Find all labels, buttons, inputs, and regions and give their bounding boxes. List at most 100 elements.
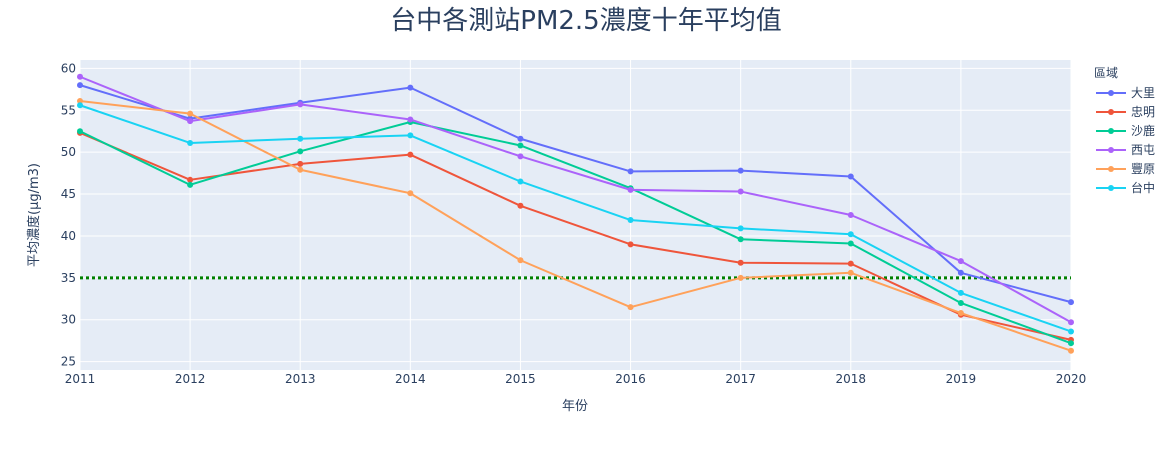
legend-marker [1108, 109, 1114, 115]
legend-item[interactable]: 台中 [1096, 180, 1155, 195]
x-tick-label: 2012 [175, 372, 206, 386]
data-point[interactable] [737, 274, 744, 281]
data-point[interactable] [1068, 299, 1074, 306]
data-point[interactable] [957, 310, 964, 317]
data-point[interactable] [407, 132, 414, 139]
legend-label: 豐原 [1131, 162, 1155, 176]
data-point[interactable] [847, 240, 854, 247]
legend-label: 忠明 [1131, 105, 1155, 119]
data-point[interactable] [1068, 340, 1074, 347]
data-point[interactable] [517, 202, 524, 209]
data-point[interactable] [77, 128, 83, 135]
data-point[interactable] [957, 269, 964, 276]
data-point[interactable] [957, 299, 964, 306]
data-point[interactable] [407, 116, 414, 123]
legend-item[interactable]: 忠明 [1096, 105, 1155, 119]
x-tick-label: 2019 [946, 372, 977, 386]
data-point[interactable] [737, 188, 744, 195]
series-line[interactable] [79, 121, 1072, 345]
data-point[interactable] [407, 84, 414, 91]
legend-marker [1108, 128, 1114, 134]
legend-marker [1108, 185, 1114, 191]
legend-item[interactable]: 西屯 [1096, 143, 1155, 157]
data-point[interactable] [187, 139, 194, 146]
legend-label: 大里 [1131, 86, 1155, 100]
y-tick-label: 55 [61, 103, 76, 117]
data-point[interactable] [847, 269, 854, 276]
legend-label: 台中 [1131, 180, 1155, 195]
data-point[interactable] [297, 101, 304, 108]
y-tick-label: 50 [61, 145, 76, 159]
data-point[interactable] [77, 102, 83, 109]
data-point[interactable] [187, 176, 194, 183]
data-point[interactable] [517, 135, 524, 142]
x-axis-label: 年份 [562, 399, 588, 414]
data-point[interactable] [627, 241, 634, 248]
legend-item[interactable]: 沙鹿 [1096, 123, 1155, 138]
y-tick-label: 60 [61, 61, 76, 75]
data-point[interactable] [737, 259, 744, 266]
data-point[interactable] [187, 118, 194, 125]
y-tick-label: 30 [61, 313, 76, 327]
series-layer [77, 73, 1074, 354]
series-line[interactable] [79, 104, 1072, 333]
legend-item[interactable]: 大里 [1096, 86, 1155, 100]
data-point[interactable] [407, 190, 414, 197]
x-tick-label: 2011 [65, 372, 96, 386]
series-line[interactable] [79, 75, 1072, 324]
data-point[interactable] [627, 186, 634, 193]
data-point[interactable] [407, 151, 414, 158]
y-tick-label: 40 [61, 229, 76, 243]
data-point[interactable] [517, 257, 524, 264]
y-tick-label: 35 [61, 271, 76, 285]
data-point[interactable] [77, 73, 83, 80]
data-point[interactable] [957, 258, 964, 265]
data-point[interactable] [1068, 328, 1074, 335]
data-point[interactable] [847, 231, 854, 238]
series-line[interactable] [79, 84, 1072, 304]
data-point[interactable] [187, 110, 194, 117]
data-point[interactable] [517, 142, 524, 149]
data-point[interactable] [517, 153, 524, 160]
legend-item[interactable]: 豐原 [1096, 162, 1155, 176]
data-point[interactable] [1068, 319, 1074, 326]
x-tick-label: 2020 [1056, 372, 1087, 386]
data-point[interactable] [627, 217, 634, 224]
chart-title: 台中各測站PM2.5濃度十年平均值 [390, 6, 781, 36]
data-point[interactable] [297, 135, 304, 142]
data-point[interactable] [297, 166, 304, 173]
data-point[interactable] [627, 168, 634, 175]
data-point[interactable] [737, 225, 744, 232]
x-tick-label: 2018 [836, 372, 867, 386]
data-point[interactable] [957, 289, 964, 296]
legend-title: 區域 [1094, 66, 1118, 80]
data-point[interactable] [737, 167, 744, 174]
data-point[interactable] [187, 181, 194, 188]
legend-marker [1108, 90, 1114, 96]
data-point[interactable] [847, 260, 854, 267]
data-point[interactable] [297, 160, 304, 167]
data-point[interactable] [77, 98, 83, 105]
series-line[interactable] [79, 131, 1072, 341]
plot-background [80, 60, 1071, 370]
data-point[interactable] [517, 178, 524, 185]
data-point[interactable] [1068, 347, 1074, 354]
legend-label: 西屯 [1131, 143, 1155, 157]
x-tick-label: 2015 [505, 372, 536, 386]
legend-marker [1108, 147, 1114, 153]
data-point[interactable] [847, 212, 854, 218]
series-6[interactable] [77, 102, 1074, 335]
y-tick-labels: 25 30 35 40 45 50 55 60 [61, 61, 76, 368]
data-point[interactable] [737, 236, 744, 243]
series-4[interactable] [77, 73, 1074, 326]
data-point[interactable] [297, 148, 304, 155]
data-point[interactable] [77, 82, 83, 89]
y-tick-label: 25 [61, 355, 76, 369]
data-point[interactable] [627, 304, 634, 311]
data-point[interactable] [847, 173, 854, 180]
grid-lines [79, 60, 1072, 370]
x-tick-label: 2016 [615, 372, 646, 386]
